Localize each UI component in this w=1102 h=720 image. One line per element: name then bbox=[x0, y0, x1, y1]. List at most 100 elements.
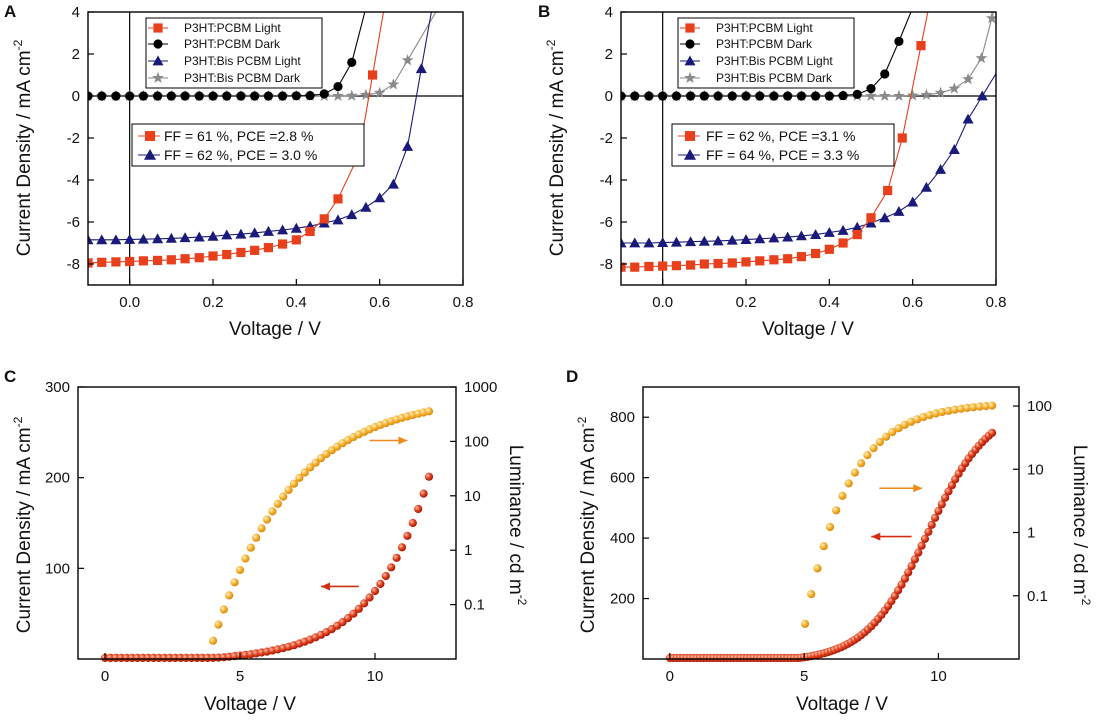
panel-a-x-axis-label: Voltage / V bbox=[229, 319, 321, 340]
panel-b-data-point bbox=[948, 144, 960, 154]
panel-c-data-point bbox=[257, 524, 266, 533]
panel-c-y2tick-label: 1 bbox=[464, 542, 472, 559]
panel-a-data-point bbox=[180, 254, 190, 264]
panel-d-ytick-label: 400 bbox=[610, 530, 635, 547]
panel-b-data-point bbox=[823, 226, 835, 237]
panel-a-data-point bbox=[290, 222, 302, 233]
panel-a: 0.0 0.2 0.4 0.6 0.8 -8 -6 -4 -2 0 2 4 Voltage / V C… bbox=[11, 4, 473, 340]
panel-d-data-point bbox=[882, 432, 891, 441]
panel-c-data-point bbox=[262, 515, 272, 524]
panel-b-ytick-label: 2 bbox=[605, 46, 613, 63]
panel-d-plot-area bbox=[665, 401, 997, 663]
panel-a-legend-box bbox=[145, 17, 323, 89]
panel-a-data-point bbox=[111, 91, 121, 101]
panel-b-data-point bbox=[796, 91, 807, 101]
panel-b-ticks: 0.0 0.2 0.4 0.6 0.8 -8 -6 -4 -2 0 2 4 bbox=[600, 4, 1007, 311]
panel-c-data-point bbox=[414, 504, 423, 514]
panel-d: 0 5 10 200 400 600 800 0.1 1 10 100 Voltage / V Cu… bbox=[575, 386, 1093, 715]
panel-a-data-point bbox=[402, 140, 414, 151]
panel-d-ytick-label: 200 bbox=[610, 591, 635, 608]
panel-b-legend-label-3: P3HT:Bis PCBM Light bbox=[716, 54, 833, 68]
panel-b-data-point bbox=[865, 89, 877, 102]
panel-a-data-point bbox=[207, 230, 219, 241]
panel-a-data-point bbox=[250, 91, 260, 101]
panel-b-data-point bbox=[962, 113, 974, 124]
panel-a-data-point bbox=[367, 70, 378, 80]
panel-a-data-point bbox=[138, 256, 149, 266]
panel-b-data-point bbox=[630, 91, 640, 101]
panel-c-data-point bbox=[360, 599, 369, 608]
panel-d-data-point bbox=[825, 522, 835, 532]
panel-a-data-point bbox=[166, 91, 176, 101]
panel-b-legend-label-1: P3HT:PCBM Light bbox=[716, 21, 813, 35]
panel-c-data-point bbox=[311, 458, 320, 467]
panel-c-data-point bbox=[424, 407, 434, 416]
panel-a-data-point bbox=[166, 255, 176, 265]
panel-d-data-point bbox=[897, 580, 906, 589]
panel-c-xtick-label: 0 bbox=[101, 668, 109, 685]
panel-b-ytick-label: -8 bbox=[600, 256, 613, 273]
panel-a-data-point bbox=[415, 63, 427, 74]
panel-b-xtick-label: 0.8 bbox=[986, 294, 1007, 311]
panel-b-data-point bbox=[644, 261, 654, 272]
panel-a-data-point bbox=[332, 214, 344, 225]
panel-b-data-point bbox=[699, 259, 709, 269]
panel-a-data-point bbox=[194, 91, 204, 101]
panel-b-legend-marker bbox=[685, 39, 695, 49]
panel-b-data-point bbox=[726, 234, 738, 245]
panel-b-data-point bbox=[837, 224, 849, 235]
panel-b-data-point bbox=[894, 36, 904, 47]
panel-b-data-point bbox=[824, 91, 834, 101]
panel-c-data-point bbox=[268, 507, 277, 516]
panel-letter-a: A bbox=[4, 2, 16, 21]
panel-d-y2tick-label: 10 bbox=[1027, 461, 1044, 478]
panel-d-y2tick-label: 1 bbox=[1027, 525, 1035, 542]
panel-c-y-axis-label: Current Density / mA cm-2 bbox=[11, 416, 35, 633]
panel-a-annotation-box bbox=[131, 123, 365, 167]
panel-d-data-point bbox=[910, 555, 920, 564]
panel-c-arrow-head bbox=[398, 436, 408, 445]
panel-b-data-point bbox=[810, 229, 822, 240]
panel-b-data-point bbox=[975, 51, 988, 64]
panel-b-data-point bbox=[769, 91, 779, 101]
panel-b-annotation-marker bbox=[684, 149, 696, 160]
panel-d-data-point bbox=[919, 412, 928, 422]
panel-c-ytick-label: 100 bbox=[45, 560, 70, 577]
panel-c-data-point bbox=[381, 571, 390, 581]
panel-b-annotation-1: FF = 62 %, PCE =3.1 % bbox=[706, 128, 855, 144]
panel-d-data-point bbox=[857, 459, 866, 468]
panel-d-data-point bbox=[963, 403, 972, 412]
panel-b-series bbox=[621, 12, 996, 285]
panel-c-data-point bbox=[235, 565, 245, 575]
panel-a-y-axis-label: Current Density / mA cm-2 bbox=[11, 39, 35, 256]
panel-d-y2tick-label: 100 bbox=[1027, 398, 1052, 415]
panel-a-data-point bbox=[152, 255, 163, 266]
panel-b-data-point bbox=[948, 82, 961, 94]
panel-b-data-point bbox=[796, 252, 807, 262]
panel-b-data-point bbox=[713, 258, 723, 269]
panel-c-x-axis-label: Voltage / V bbox=[204, 694, 296, 715]
panel-b-data-point bbox=[782, 231, 794, 242]
panel-b-annotation-box bbox=[671, 123, 895, 167]
panel-c-data-point bbox=[225, 591, 234, 600]
panel-a-data-point bbox=[194, 253, 204, 263]
panel-c-axes-frame bbox=[77, 386, 457, 660]
panel-b-data-point bbox=[643, 237, 655, 248]
panel-c-y2tick-label: 100 bbox=[464, 433, 489, 450]
panel-a-data-point bbox=[277, 239, 288, 249]
panel-b-data-point bbox=[685, 260, 696, 270]
panel-b-annotation-2: FF = 64 %, PCE = 3.3 % bbox=[706, 147, 859, 163]
panel-b-data-point bbox=[754, 233, 766, 244]
panel-b: 0.0 0.2 0.4 0.6 0.8 -8 -6 -4 -2 0 2 4 Voltage / V C… bbox=[544, 4, 1007, 340]
panel-b-y-axis-label: Current Density / mA cm-2 bbox=[544, 39, 568, 256]
panel-a-data-point bbox=[360, 201, 372, 212]
panel-b-data-point bbox=[699, 91, 709, 101]
panel-d-y2tick-label: 0.1 bbox=[1027, 588, 1048, 605]
panel-d-data-point bbox=[904, 568, 913, 577]
panel-d-x-axis-label: Voltage / V bbox=[796, 694, 888, 715]
panel-b-annotation-markers bbox=[678, 131, 700, 160]
panel-a-data-point bbox=[222, 249, 232, 260]
panel-c-data-point bbox=[279, 492, 288, 501]
panel-c-data-point bbox=[387, 563, 396, 572]
